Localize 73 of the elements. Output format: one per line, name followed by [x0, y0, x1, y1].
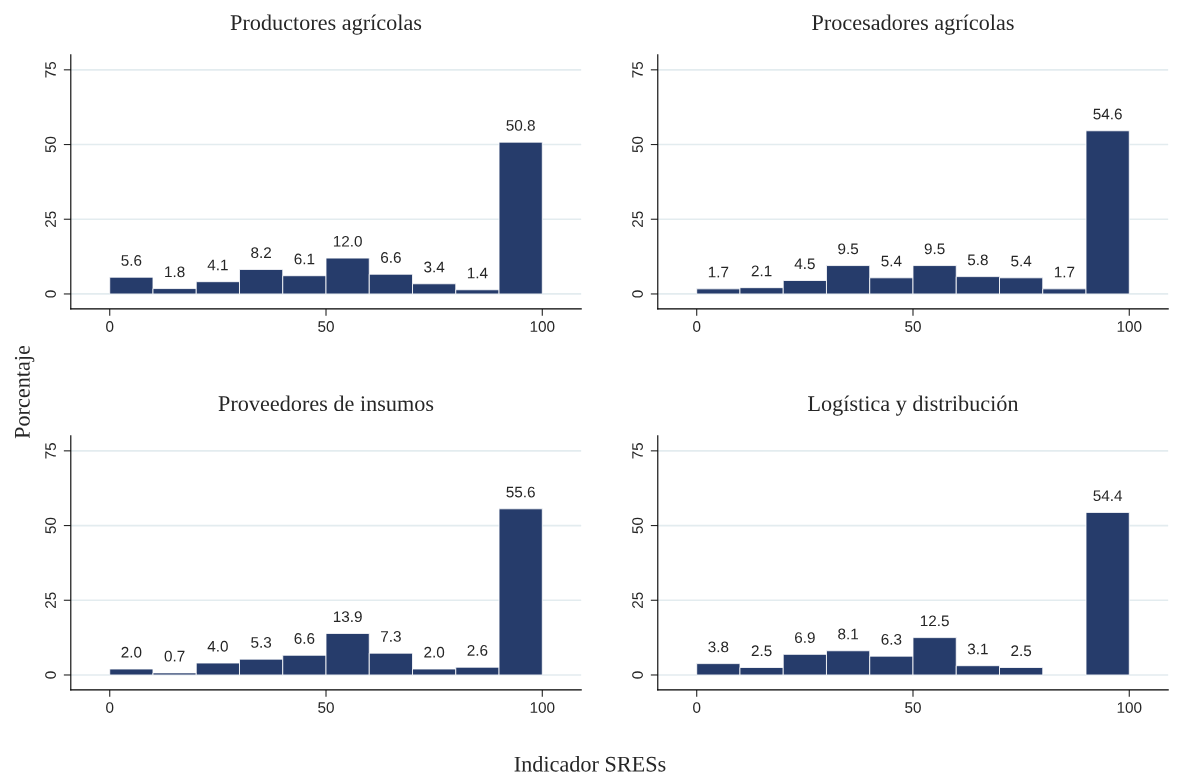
data-label: 9.5	[924, 243, 945, 255]
x-tick-label: 0	[693, 321, 701, 332]
data-label: 6.9	[795, 632, 815, 643]
data-label: 6.6	[294, 633, 315, 644]
chart-title: Proveedores de insumos	[218, 395, 434, 412]
x-tick-label: 50	[905, 702, 921, 713]
x-tick-label: 50	[318, 321, 334, 332]
y-tick-label: 50	[45, 136, 56, 153]
data-label: 3.8	[708, 641, 729, 653]
data-label: 4.5	[794, 258, 815, 270]
y-tick-label: 75	[45, 442, 56, 459]
data-label: 2.5	[751, 645, 772, 657]
data-label: 0.7	[164, 650, 185, 662]
data-label: 2.0	[424, 646, 445, 658]
data-label: 1.8	[165, 266, 185, 278]
data-label: 54.4	[1093, 490, 1123, 502]
data-label: 2.5	[1011, 645, 1032, 657]
data-label: 5.6	[121, 255, 142, 266]
x-tick-label: 50	[318, 702, 334, 713]
data-label: 9.5	[838, 243, 859, 255]
x-tick-label: 100	[530, 702, 555, 713]
data-label: 3.4	[424, 261, 445, 273]
y-tick-label: 25	[45, 592, 56, 608]
x-tick-label: 100	[530, 321, 555, 332]
chart-title: Procesadores agrícolas	[812, 14, 1014, 35]
x-axis-title: Indicador SRESs	[514, 756, 666, 772]
data-label: 4.1	[207, 259, 228, 271]
y-tick-label: 50	[632, 517, 643, 534]
data-label: 50.8	[506, 119, 535, 131]
chart-title: Logística y distribución	[808, 395, 1019, 416]
data-label: 3.1	[967, 643, 988, 655]
data-label: 12.5	[920, 615, 949, 627]
y-tick-label: 0	[632, 290, 643, 298]
data-label: 12.0	[333, 235, 362, 247]
y-tick-label: 0	[632, 671, 643, 679]
x-tick-label: 100	[1117, 321, 1142, 332]
chart-title: Productores agrícolas	[230, 14, 422, 35]
x-tick-label: 0	[106, 321, 114, 332]
data-label: 8.1	[838, 628, 858, 640]
data-label: 8.2	[251, 247, 271, 259]
y-tick-label: 75	[45, 61, 56, 78]
data-label: 1.7	[708, 266, 729, 278]
data-label: 6.1	[294, 253, 315, 265]
y-tick-label: 50	[632, 136, 643, 153]
y-axis-title: Porcentaje	[14, 345, 35, 439]
y-tick-label: 0	[45, 671, 56, 679]
data-label: 7.3	[381, 630, 401, 642]
data-label: 1.7	[1054, 266, 1075, 278]
data-label: 5.3	[251, 636, 272, 648]
y-tick-label: 50	[45, 517, 56, 534]
x-tick-label: 0	[106, 702, 114, 713]
data-label: 54.6	[1093, 108, 1122, 120]
data-label: 5.8	[967, 254, 988, 266]
x-tick-label: 100	[1117, 702, 1142, 713]
data-label: 5.4	[1011, 255, 1032, 267]
y-tick-label: 75	[632, 442, 643, 459]
y-tick-label: 25	[632, 592, 643, 608]
data-label: 2.0	[121, 646, 142, 658]
data-label: 6.3	[881, 633, 902, 645]
y-tick-label: 0	[45, 290, 56, 298]
data-label: 4.0	[207, 640, 228, 652]
data-label: 2.1	[751, 265, 772, 277]
data-label: 55.6	[506, 486, 535, 498]
y-tick-label: 25	[45, 211, 56, 227]
y-tick-label: 75	[632, 61, 643, 78]
data-label: 5.4	[881, 255, 902, 267]
x-tick-label: 0	[693, 702, 701, 713]
x-tick-label: 50	[905, 321, 921, 332]
data-label: 13.9	[333, 611, 362, 623]
data-label: 2.6	[467, 645, 488, 656]
y-tick-label: 25	[632, 211, 643, 227]
data-label: 6.6	[381, 252, 401, 263]
data-label: 1.4	[467, 267, 488, 279]
